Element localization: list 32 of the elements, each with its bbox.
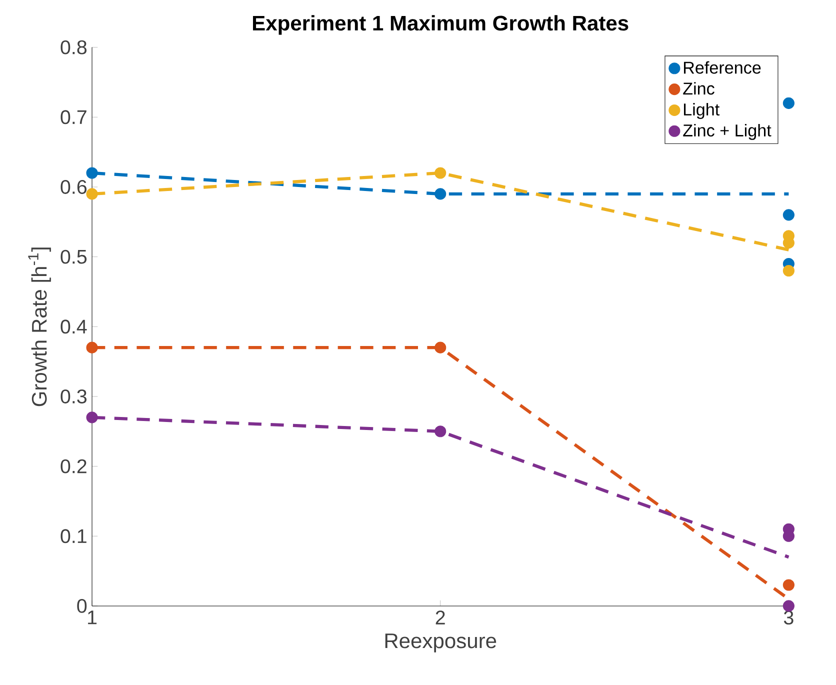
x-tick-label: 3 bbox=[784, 610, 794, 625]
point bbox=[782, 600, 794, 612]
x-axis-title: Reexposure bbox=[385, 634, 496, 653]
y-tick-label: 0.5 bbox=[60, 250, 87, 264]
y-tick-label: 0.2 bbox=[60, 459, 86, 474]
point bbox=[434, 188, 446, 200]
legend-label: Zinc bbox=[683, 82, 714, 95]
y-tick-label: 0.7 bbox=[60, 110, 86, 124]
point bbox=[782, 97, 794, 110]
y-tick-label: 0.6 bbox=[60, 180, 87, 194]
x-tick-label: 1 bbox=[88, 610, 97, 624]
point bbox=[86, 188, 98, 200]
chart-title: Experiment 1 Maximum Growth Rates bbox=[253, 15, 628, 35]
point bbox=[434, 426, 446, 438]
legend-label: Reference bbox=[684, 61, 761, 74]
y-tick-label: 0.8 bbox=[60, 40, 87, 54]
legend-label: Zinc + Light bbox=[683, 124, 772, 140]
legend-label: Light bbox=[684, 103, 720, 120]
point bbox=[434, 342, 446, 354]
y-tick-label: 0.4 bbox=[60, 320, 87, 334]
y-tick-label: 0.1 bbox=[60, 529, 86, 544]
point bbox=[86, 412, 98, 424]
point bbox=[86, 167, 98, 179]
y-tick-label: 0 bbox=[77, 599, 87, 614]
point bbox=[782, 265, 794, 277]
point bbox=[782, 209, 794, 221]
point bbox=[434, 167, 446, 179]
point bbox=[782, 579, 794, 591]
y-axis-title: Growth Rate [h$^{-1}$] bbox=[28, 248, 51, 406]
point bbox=[86, 342, 98, 354]
y-tick-label: 0.3 bbox=[60, 390, 87, 404]
x-tick-label: 2 bbox=[436, 610, 445, 624]
